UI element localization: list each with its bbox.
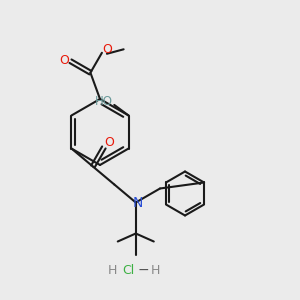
Text: H: H (150, 263, 160, 277)
Text: HO: HO (95, 95, 113, 108)
Text: Cl: Cl (122, 263, 134, 277)
Text: H: H (107, 263, 117, 277)
Text: O: O (102, 43, 112, 56)
Text: O: O (60, 54, 69, 67)
Text: O: O (104, 136, 114, 149)
Text: N: N (133, 196, 143, 211)
Text: −: − (137, 263, 149, 277)
